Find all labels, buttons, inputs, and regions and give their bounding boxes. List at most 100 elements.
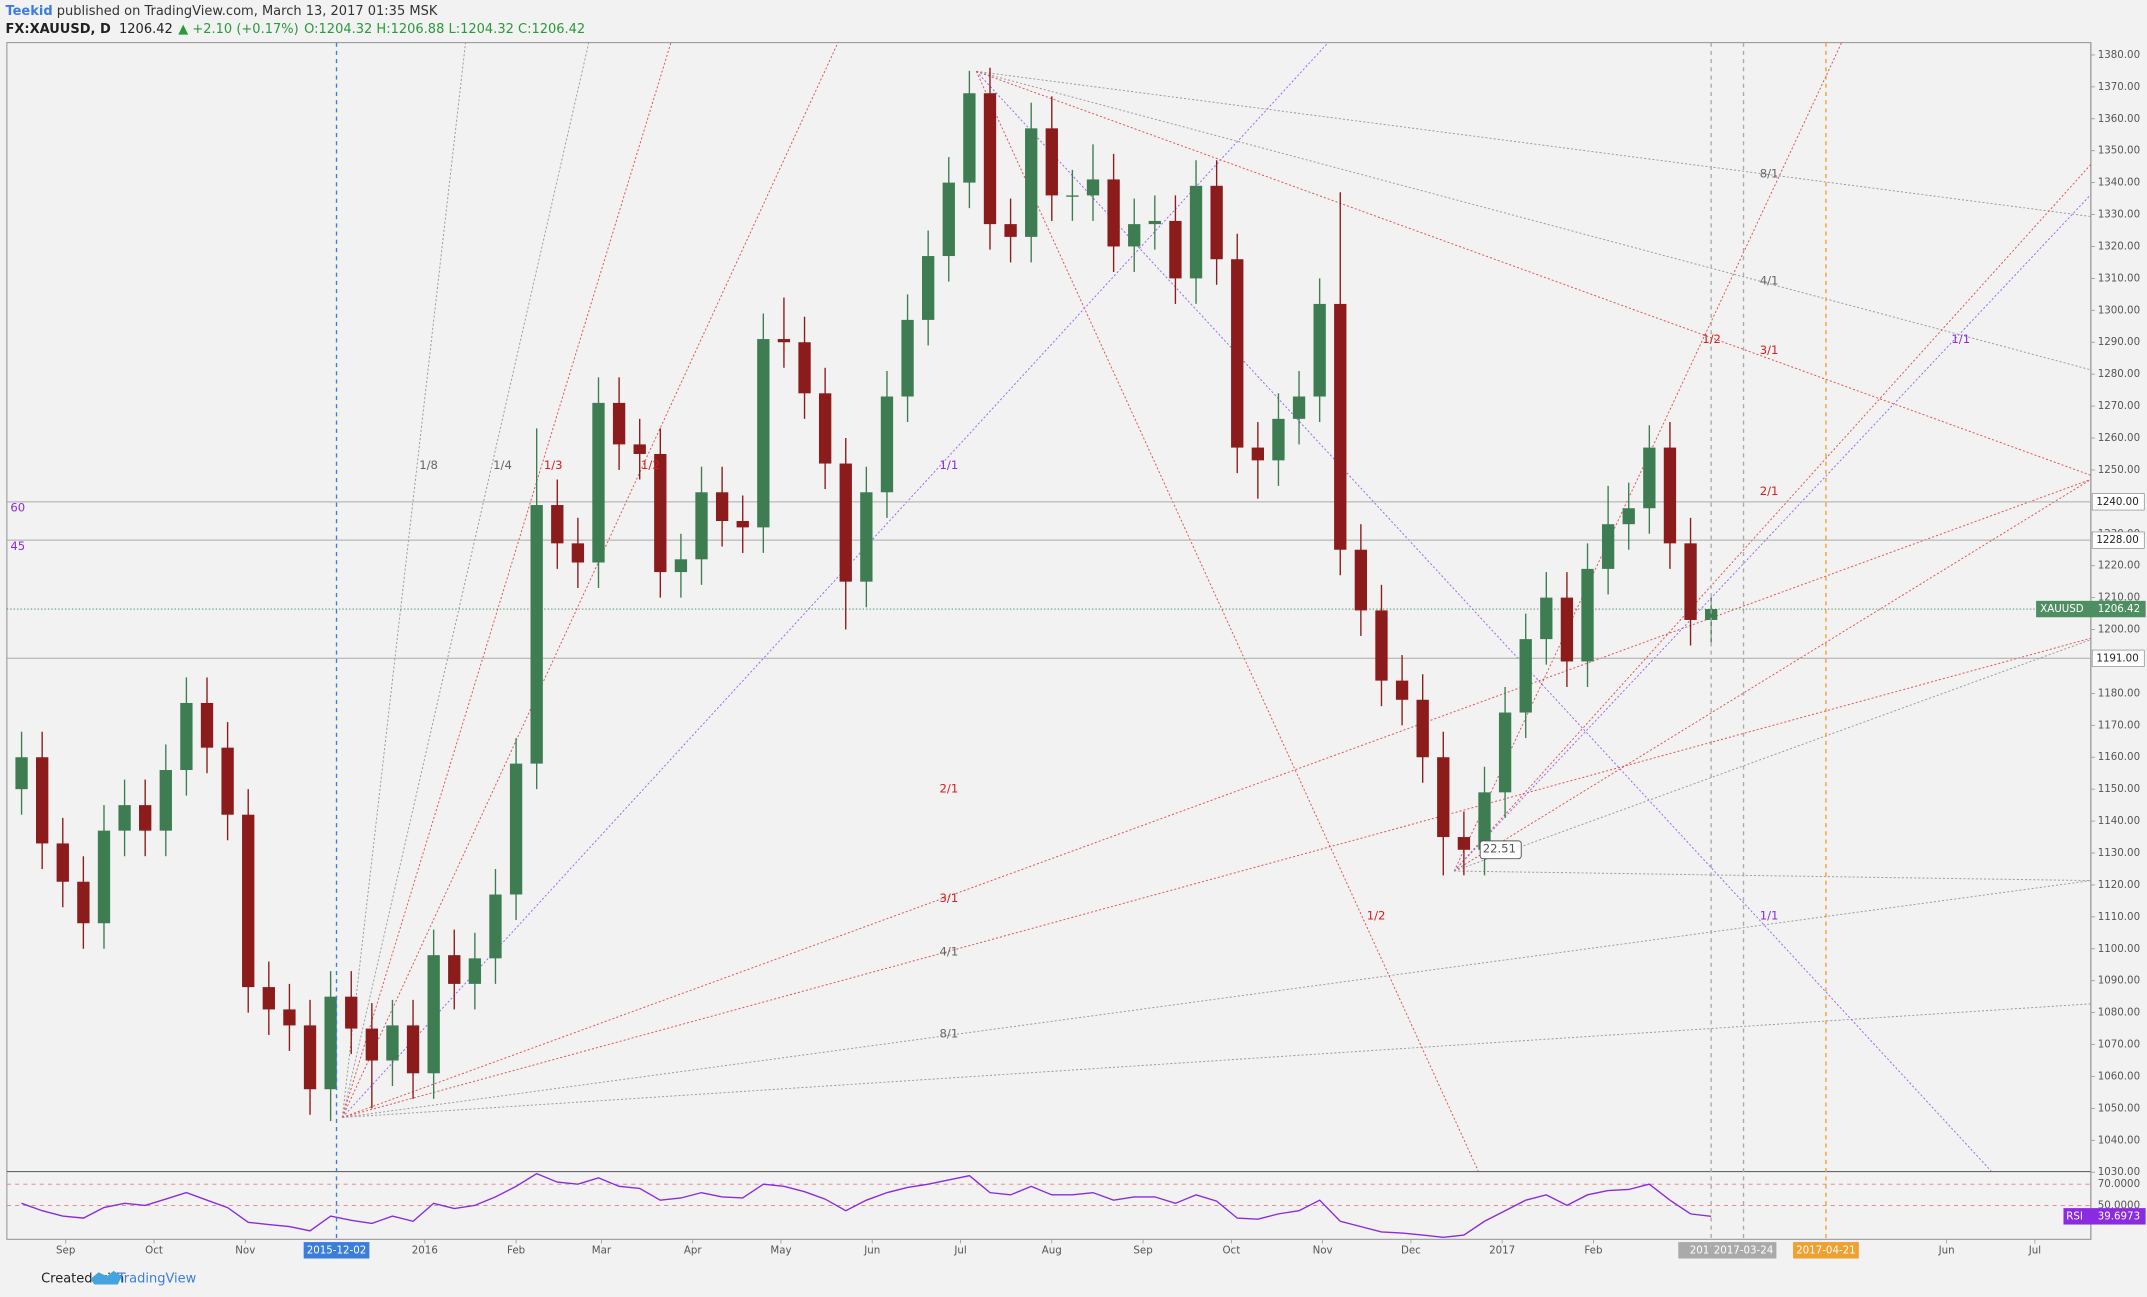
- candle-body: [1395, 680, 1409, 700]
- vline-tag: [303, 1242, 370, 1259]
- last-price-label: 1206.42: [2098, 603, 2140, 615]
- candle-body: [221, 747, 234, 815]
- hline-label: 1240.00: [2096, 496, 2138, 508]
- x-tick-label: Nov: [235, 1244, 255, 1256]
- candle-body: [1313, 303, 1326, 397]
- candle-body: [1272, 418, 1285, 461]
- footer-brand[interactable]: TradingView: [117, 1272, 197, 1287]
- y-tick-label: 1310.00: [2098, 272, 2140, 284]
- y-tick-label: 1340.00: [2098, 177, 2140, 189]
- hline-tag: [2091, 493, 2145, 511]
- candle-body: [1375, 610, 1388, 681]
- candle-body: [406, 1025, 420, 1074]
- hline-label: 1228.00: [2096, 534, 2138, 546]
- candle-body: [715, 492, 729, 522]
- fan-line: [975, 71, 1479, 1171]
- fan-line: [341, 42, 672, 1118]
- fan-line: [342, 1003, 2091, 1118]
- candle-body: [1704, 609, 1718, 620]
- fan-label: 2/1: [940, 781, 959, 795]
- y-tick-label: 1140.00: [2098, 815, 2140, 827]
- fan-label: 1/8: [419, 458, 438, 472]
- vline-tag: [1710, 1242, 1777, 1259]
- x-tick-label: Dec: [1401, 1244, 1421, 1256]
- fan-label: 1/2: [641, 458, 660, 472]
- y-tick-label: 1080.00: [2098, 1007, 2140, 1019]
- x-tick-label: Oct: [1222, 1244, 1240, 1256]
- fan-line: [976, 70, 2091, 217]
- candle-body: [818, 393, 832, 464]
- fan-label: 3/1: [1760, 343, 1779, 357]
- candle-body: [1066, 195, 1079, 197]
- fan-line: [976, 70, 2091, 371]
- candle-body: [1437, 757, 1450, 838]
- hline-label: 1191.00: [2096, 652, 2138, 664]
- symbol-tag: XAUUSD: [2040, 603, 2084, 615]
- candle-body: [303, 1025, 317, 1090]
- candle-body: [200, 702, 214, 748]
- x-tick-label: Jul: [953, 1244, 966, 1256]
- candle-body: [180, 702, 193, 771]
- y-tick-label: 1300.00: [2098, 304, 2140, 316]
- candle-body: [262, 987, 275, 1010]
- candle-body: [963, 93, 976, 183]
- fan-label: 8/1: [1760, 167, 1779, 181]
- y-tick-label: 1200.00: [2098, 624, 2140, 636]
- rsi-tag: [2063, 1208, 2146, 1225]
- fan-label: 1/1: [1760, 909, 1779, 923]
- x-tick-label: Oct: [145, 1244, 163, 1256]
- x-tick-label: 2016: [412, 1244, 438, 1256]
- candle-body: [839, 463, 852, 582]
- author[interactable]: Teekid: [5, 4, 52, 19]
- fan-label: 1/1: [1951, 332, 1970, 346]
- candle-body: [56, 843, 69, 882]
- y-tick-label: 1270.00: [2098, 400, 2140, 412]
- candle-body: [1354, 549, 1368, 611]
- fan-line: [341, 42, 1329, 1118]
- fan-line: [1453, 639, 2091, 872]
- candle-body: [1581, 568, 1594, 662]
- y-tick-label: 1220.00: [2098, 560, 2140, 572]
- fan-line: [341, 42, 590, 1118]
- candle-body: [1210, 185, 1223, 260]
- price-pane: [6, 67, 2091, 1122]
- fan-label: 1/3: [544, 458, 563, 472]
- candle-body: [777, 339, 791, 343]
- fan-label: 1/2: [1367, 909, 1386, 923]
- vline-label: 2017-04-21: [1796, 1244, 1856, 1256]
- candle-body: [1107, 179, 1120, 247]
- plot-frame: [6, 42, 2092, 1240]
- x-tick-label: Feb: [507, 1244, 525, 1256]
- candle-body: [1169, 220, 1182, 279]
- candle-body: [283, 1009, 296, 1026]
- vline-label: 2015-12-02: [307, 1244, 367, 1256]
- y-tick-label: 1360.00: [2098, 113, 2140, 125]
- y-tick-label: 1250.00: [2098, 464, 2140, 476]
- x-tick-label: 2017: [1489, 1244, 1515, 1256]
- candle-body: [983, 93, 997, 225]
- candle-body: [1684, 543, 1697, 620]
- x-tick-label: Sep: [56, 1244, 75, 1256]
- candle-body: [1560, 597, 1574, 662]
- candle-body: [386, 1025, 399, 1061]
- vline-tag: [1793, 1242, 1859, 1259]
- candle-body: [674, 559, 688, 573]
- fan-label: 4/1: [940, 944, 959, 958]
- gann-fans: [341, 42, 2091, 1171]
- candle-body: [36, 757, 49, 844]
- header-line: Teekid published on TradingView.com, Marc…: [5, 4, 437, 19]
- y-tick-label: 1280.00: [2098, 368, 2140, 380]
- candle-body: [1086, 179, 1100, 196]
- candle-body: [530, 505, 543, 764]
- candle-body: [1045, 128, 1058, 196]
- candle-body: [1478, 792, 1491, 850]
- candle-body: [1004, 224, 1017, 237]
- candle-body: [798, 342, 811, 394]
- candle-body: [1251, 447, 1265, 461]
- axes: 1030.00 1040.00 1050.00 1060.00 1070.00 1080.…: [10, 42, 2146, 1259]
- x-tick-label: Jul: [2028, 1244, 2041, 1256]
- x-tick-label: Mar: [592, 1244, 612, 1256]
- fan-line: [1453, 478, 2091, 872]
- candle-body: [1643, 447, 1656, 509]
